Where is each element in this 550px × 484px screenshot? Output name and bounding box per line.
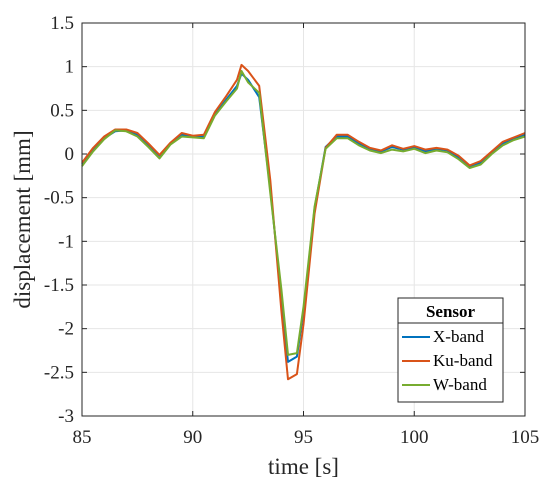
legend-title: Sensor — [426, 302, 476, 321]
legend: Sensor X-band Ku-band W-band — [397, 297, 504, 403]
y-tick-label: -2.5 — [44, 362, 74, 383]
x-tick-label: 90 — [183, 427, 202, 448]
legend-items: X-band Ku-band W-band — [402, 327, 493, 394]
series-line-w-band — [81, 70, 526, 356]
legend-label: X-band — [433, 327, 484, 346]
legend-label: W-band — [433, 375, 487, 394]
y-tick-label: -0.5 — [44, 188, 74, 209]
x-tick-label: 100 — [400, 427, 429, 448]
x-tick-label: 95 — [294, 427, 313, 448]
legend-label: Ku-band — [433, 351, 493, 370]
y-tick-label: -3 — [58, 406, 74, 427]
x-tick-label: 105 — [511, 427, 540, 448]
y-tick-label: 0 — [65, 144, 75, 165]
x-axis-label: time [s] — [268, 454, 339, 479]
y-tick-label: -2 — [58, 319, 74, 340]
y-tick-label: 1.5 — [50, 13, 74, 34]
axis-ticks: 85 90 95 100 105 -3 -2.5 -2 -1.5 -1 -0.5 0 0.5 1 1.5 — [44, 13, 539, 448]
chart-series-lines — [81, 63, 526, 381]
y-tick-label: -1 — [58, 231, 74, 252]
y-tick-label: 0.5 — [50, 100, 74, 121]
y-tick-label: 1 — [65, 57, 75, 78]
x-tick-label: 85 — [73, 427, 92, 448]
y-axis-label: displacement [mm] — [10, 130, 35, 308]
series-line-ku-band — [81, 63, 526, 381]
y-tick-label: -1.5 — [44, 275, 74, 296]
